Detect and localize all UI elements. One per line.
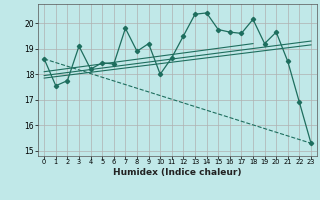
X-axis label: Humidex (Indice chaleur): Humidex (Indice chaleur)	[113, 168, 242, 177]
